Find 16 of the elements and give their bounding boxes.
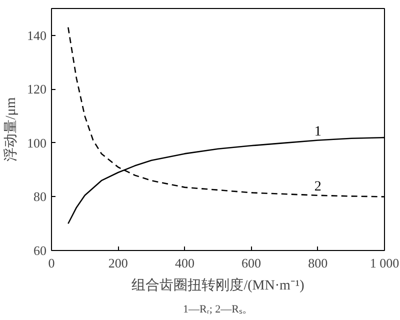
series-label: 2 bbox=[314, 179, 322, 194]
y-tick-label: 60 bbox=[34, 243, 46, 258]
y-axis-title: 浮动量/μm bbox=[3, 97, 19, 162]
y-tick-label: 100 bbox=[27, 135, 46, 150]
x-axis-title: 组合齿圈扭转刚度/(MN·m⁻¹) bbox=[132, 278, 305, 294]
y-tick-label: 120 bbox=[27, 82, 46, 97]
x-tick-label: 600 bbox=[242, 256, 262, 270]
text: 1—Rᵣ; 2—Rₛ。 bbox=[183, 304, 254, 316]
y-tick-label: 80 bbox=[34, 189, 46, 204]
y-tick-label: 140 bbox=[27, 28, 46, 43]
series-label: 1 bbox=[314, 124, 322, 140]
x-tick-label: 400 bbox=[174, 256, 194, 270]
x-tick-label: 200 bbox=[108, 256, 128, 270]
x-tick-label: 1 000 bbox=[370, 256, 400, 270]
x-tick-label: 0 bbox=[48, 256, 55, 270]
x-tick-label: 800 bbox=[308, 256, 328, 270]
